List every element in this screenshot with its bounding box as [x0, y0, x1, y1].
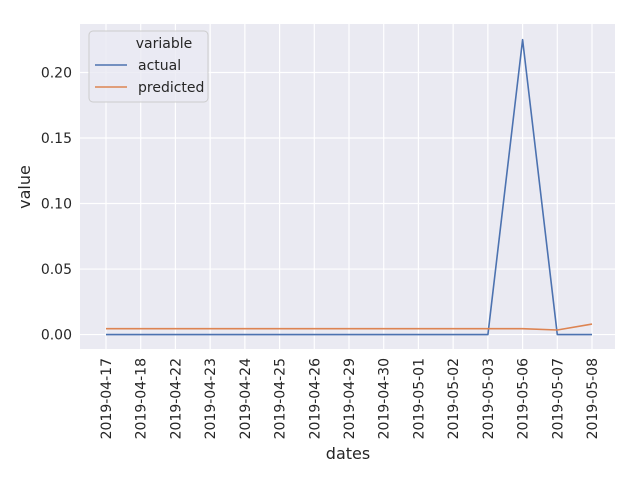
legend-box	[88, 30, 209, 103]
legend-title: variable	[136, 36, 192, 52]
x-tick-label: 2019-05-02	[446, 358, 462, 439]
legend-label-actual: actual	[138, 58, 181, 74]
x-tick-label: 2019-05-07	[550, 358, 566, 439]
x-tick-label: 2019-04-17	[99, 358, 115, 439]
y-tick-label: 0.20	[41, 65, 72, 81]
series-line-actual	[106, 38, 592, 336]
x-tick-label: 2019-04-25	[273, 358, 289, 439]
x-tick-label: 2019-05-03	[481, 358, 497, 439]
y-tick-labels: 0.00 0.05 0.10 0.15 0.20	[41, 65, 72, 343]
series-line-predicted	[106, 323, 593, 331]
y-tick-label: 0.15	[41, 131, 72, 147]
x-tick-label: 2019-04-24	[238, 358, 254, 439]
x-tick-label: 2019-04-26	[307, 358, 323, 439]
y-tick-label: 0.10	[41, 197, 72, 213]
x-axis-label: dates	[326, 444, 370, 463]
x-tick-label: 2019-05-08	[585, 358, 601, 439]
x-tick-label: 2019-04-23	[203, 358, 219, 439]
legend-label-predicted: predicted	[138, 80, 204, 96]
y-tick-label: 0.05	[41, 262, 72, 278]
x-tick-label: 2019-04-29	[342, 358, 358, 439]
y-tick-label: 0.00	[41, 328, 72, 344]
y-axis-label: value	[15, 165, 34, 209]
legend: variable actual predicted	[88, 30, 209, 103]
x-tick-label: 2019-05-01	[411, 358, 427, 439]
x-tick-label: 2019-04-18	[134, 358, 150, 439]
x-tick-labels: 2019-04-17 2019-04-18 2019-04-22 2019-04-23…	[99, 358, 601, 439]
x-tick-label: 2019-05-06	[516, 358, 532, 439]
series-lines	[106, 38, 593, 336]
x-tick-label: 2019-04-30	[377, 358, 393, 439]
x-tick-label: 2019-04-22	[168, 358, 184, 439]
